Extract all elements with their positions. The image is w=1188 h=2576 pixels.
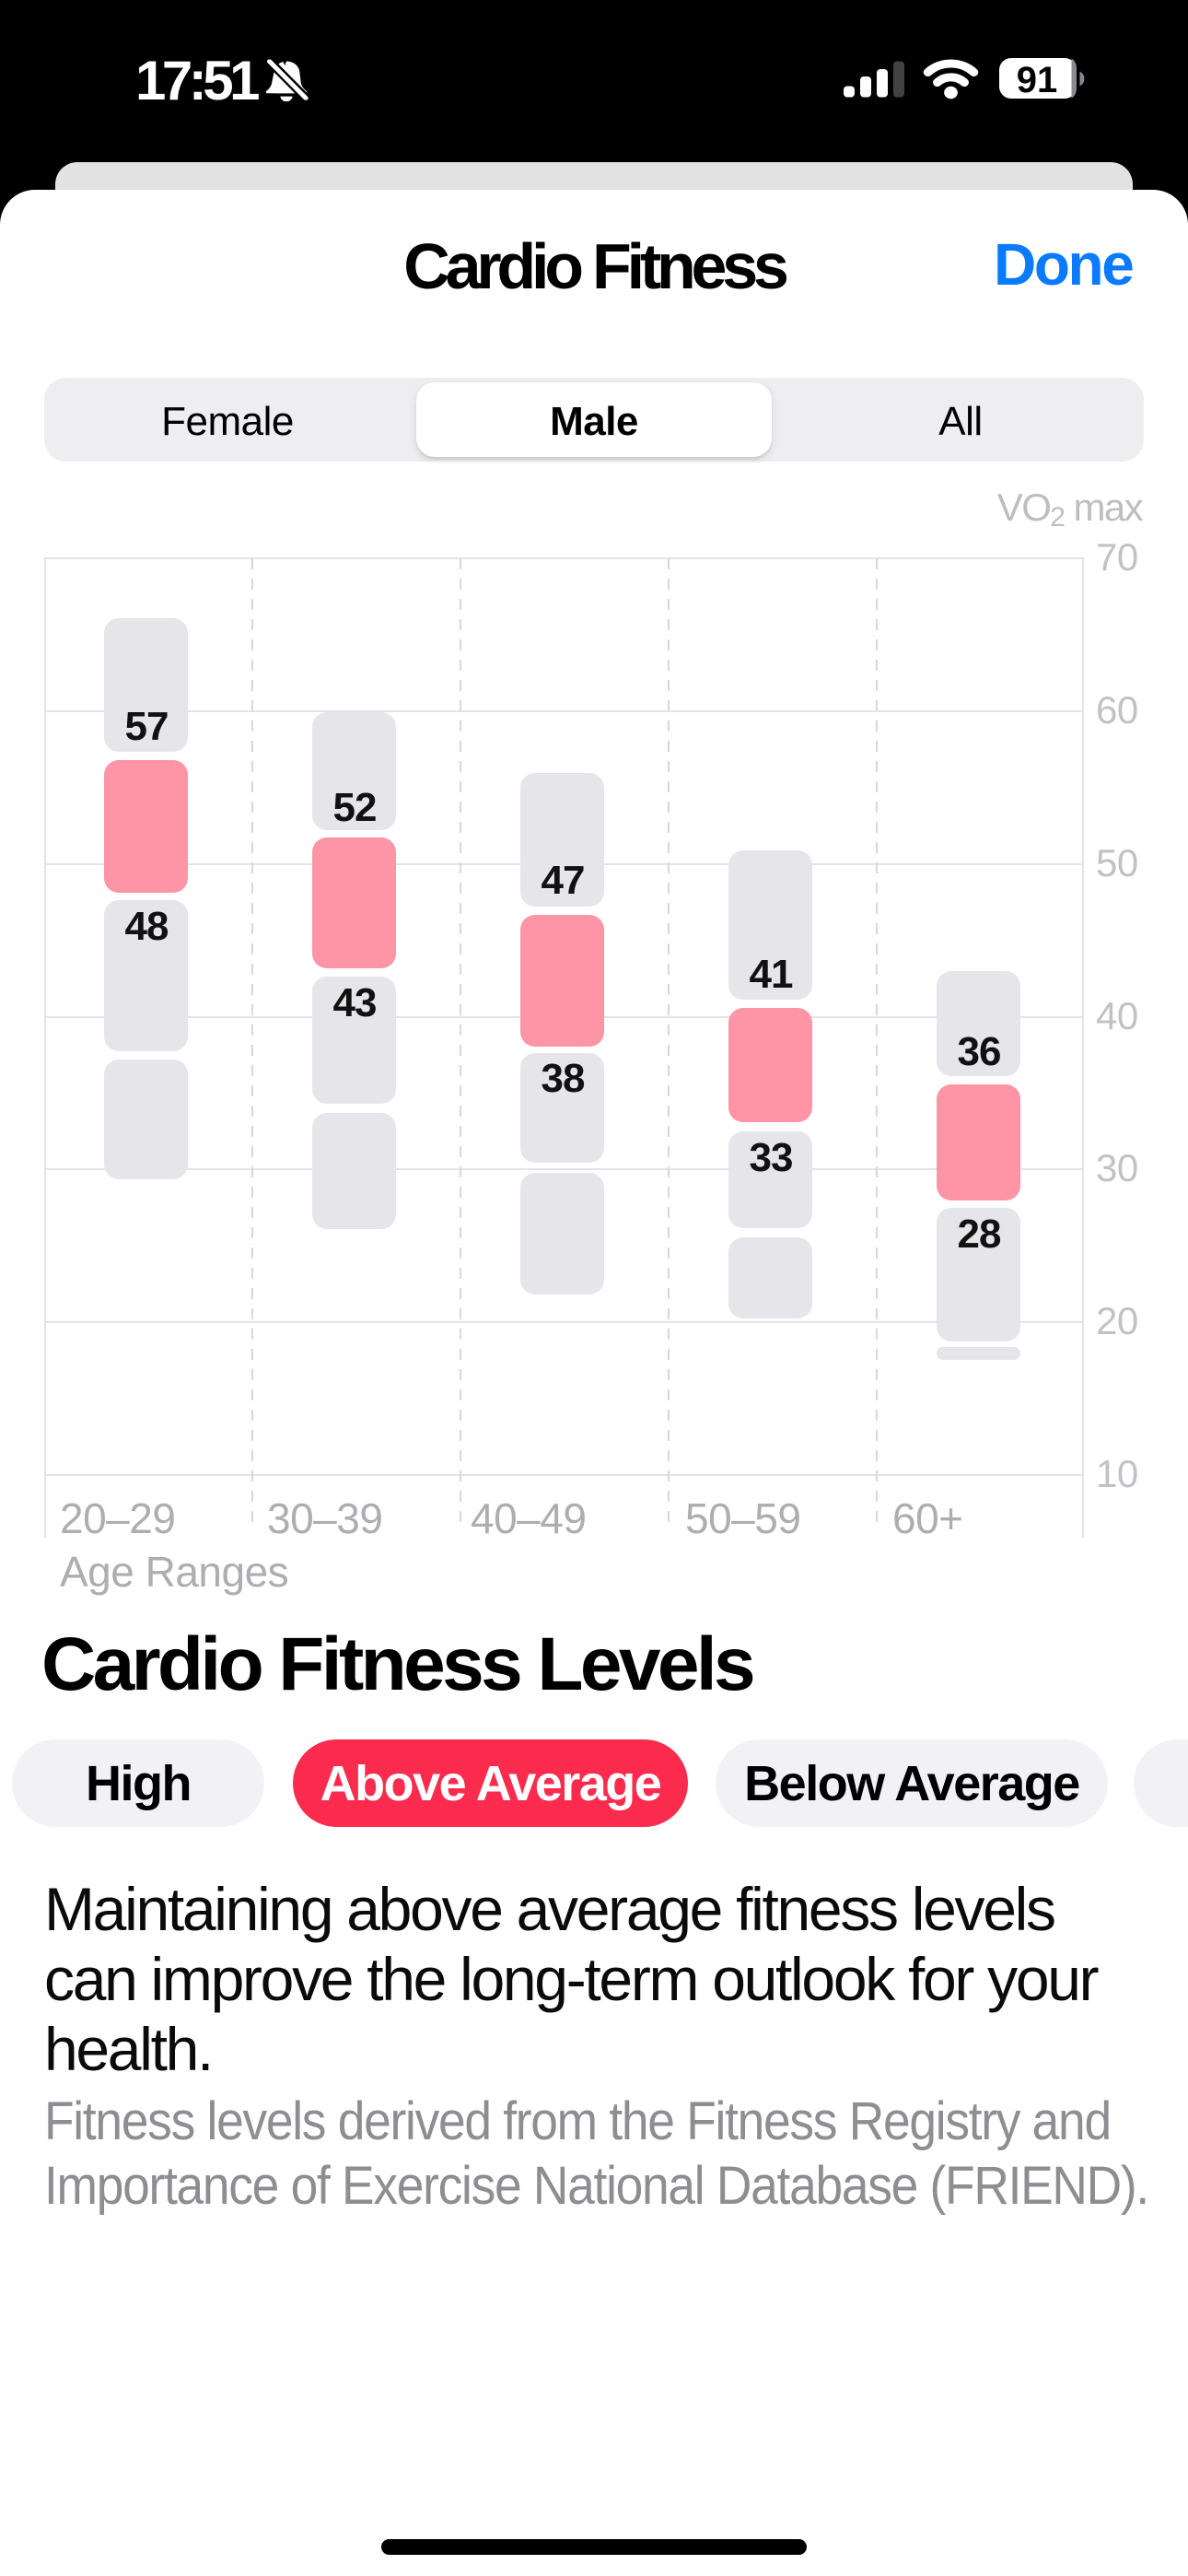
svg-text:91: 91 — [1017, 60, 1058, 100]
